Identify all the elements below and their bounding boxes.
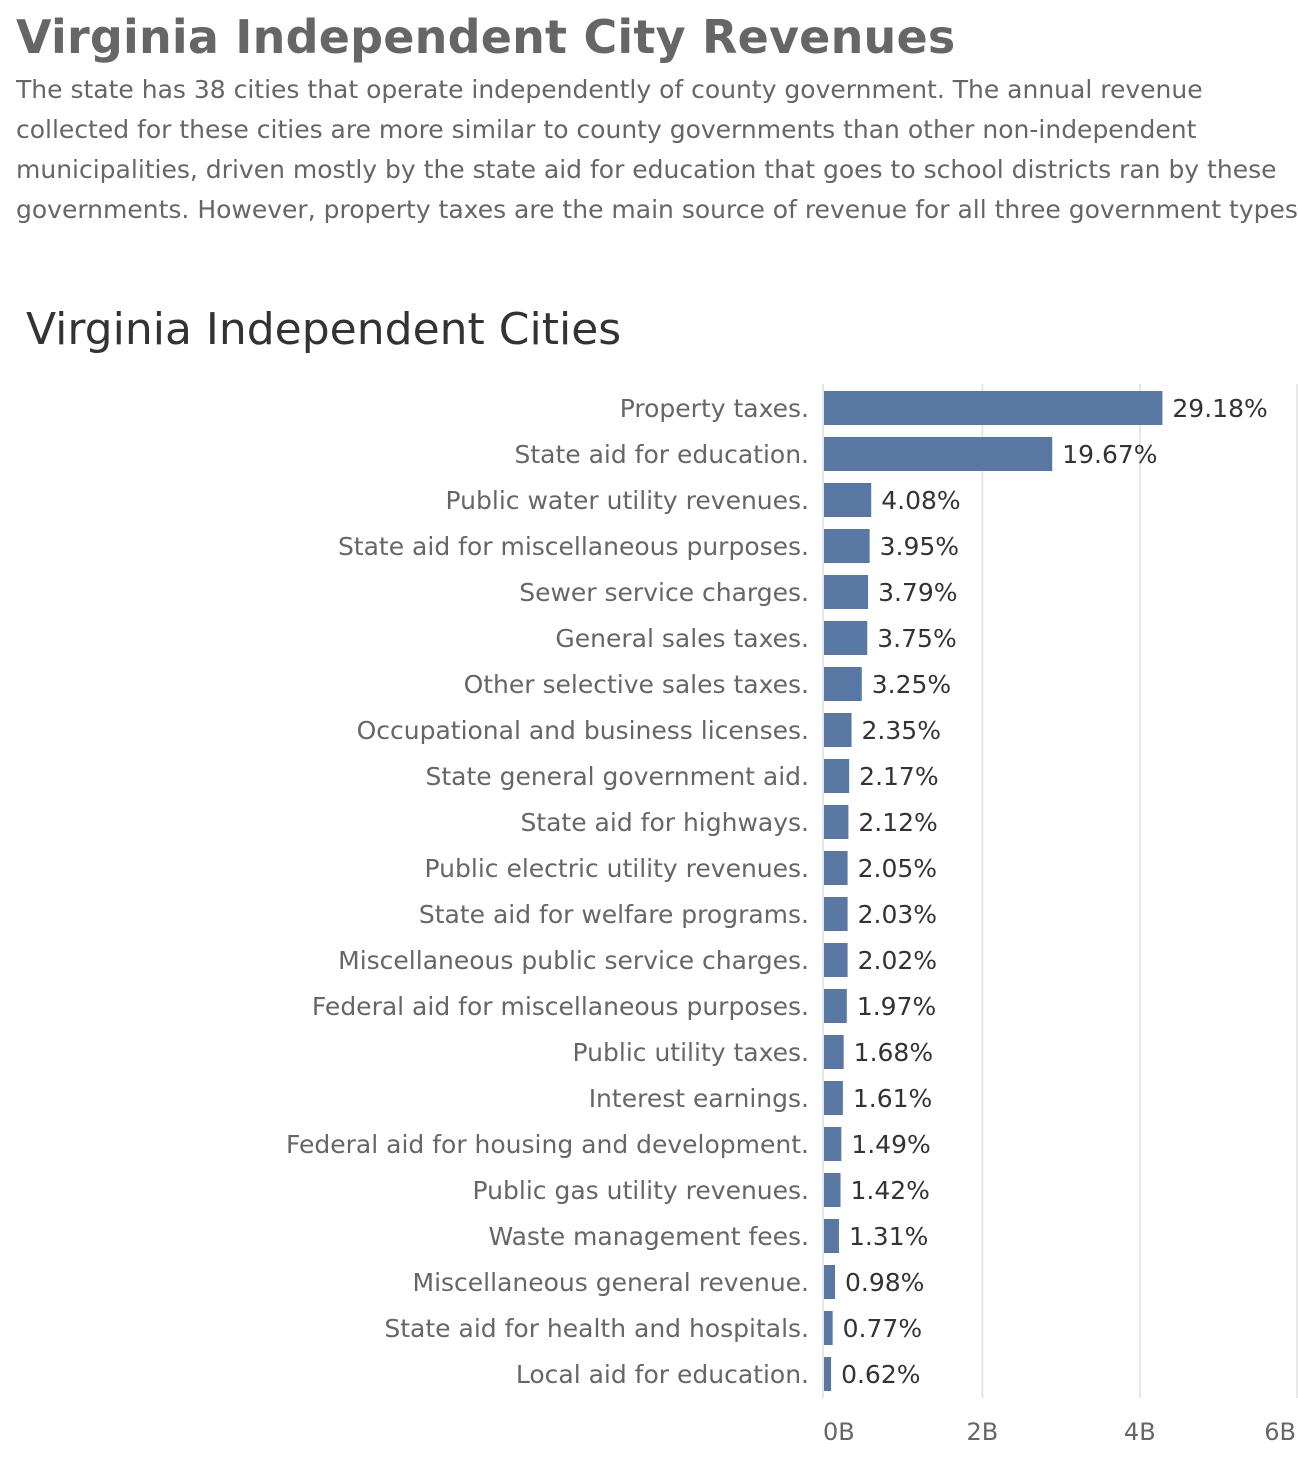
data-label: 3.79% (878, 578, 957, 607)
data-label: 2.03% (858, 900, 937, 929)
bar[interactable] (824, 529, 870, 563)
data-label: 2.02% (858, 946, 937, 975)
category-label: Federal aid for housing and development. (286, 1130, 809, 1159)
bar[interactable] (824, 713, 852, 747)
category-label: Local aid for education. (516, 1360, 809, 1389)
data-label: 1.68% (854, 1038, 933, 1067)
category-label: State aid for welfare programs. (419, 900, 809, 929)
data-label: 4.08% (881, 486, 960, 515)
bar[interactable] (824, 437, 1053, 471)
bars (824, 391, 1163, 1391)
chart-title: Virginia Independent Cities (26, 304, 622, 355)
data-label: 1.31% (849, 1222, 928, 1251)
data-label: 2.17% (859, 762, 938, 791)
data-label: 2.35% (862, 716, 941, 745)
data-label: 3.95% (880, 532, 959, 561)
bar[interactable] (824, 1219, 839, 1253)
data-label: 1.49% (851, 1130, 930, 1159)
data-label: 2.05% (858, 854, 937, 883)
page-description: The state has 38 cities that operate ind… (16, 70, 1298, 230)
bar[interactable] (824, 1357, 832, 1391)
description-line-4: governments. However, property taxes are… (16, 195, 1298, 224)
x-tick-label: 2B (967, 1418, 999, 1446)
bar[interactable] (824, 1035, 844, 1069)
data-label: 1.97% (857, 992, 936, 1021)
data-labels: 29.18% 19.67% 4.08% 3.95% 3.79% 3.75% 3.25% 2.3… (841, 394, 1268, 1389)
data-label: 3.75% (877, 624, 956, 653)
category-label: Waste management fees. (488, 1222, 809, 1251)
category-label: State aid for health and hospitals. (384, 1314, 809, 1343)
data-label: 3.25% (872, 670, 951, 699)
category-label: General sales taxes. (555, 624, 809, 653)
category-label: Federal aid for miscellaneous purposes. (312, 992, 809, 1021)
bar[interactable] (824, 989, 847, 1023)
category-label: Miscellaneous general revenue. (413, 1268, 809, 1297)
category-label: Sewer service charges. (519, 578, 809, 607)
x-axis-ticks: 0B 2B 4B 6B (823, 1418, 1296, 1446)
bar[interactable] (824, 621, 868, 655)
description-line-3: municipalities, driven mostly by the sta… (16, 155, 1277, 184)
category-label: Occupational and business licenses. (357, 716, 809, 745)
category-label: Public gas utility revenues. (473, 1176, 809, 1205)
data-label: 29.18% (1172, 394, 1267, 423)
bar[interactable] (824, 1265, 836, 1299)
bar[interactable] (824, 391, 1163, 425)
bar[interactable] (824, 1127, 842, 1161)
gridlines (822, 384, 1298, 1398)
bar[interactable] (824, 1173, 841, 1207)
data-label: 1.42% (851, 1176, 930, 1205)
category-label: State general government aid. (425, 762, 809, 791)
category-label: State aid for education. (514, 440, 809, 469)
x-tick-label: 0B (823, 1418, 855, 1446)
category-label: Public water utility revenues. (446, 486, 809, 515)
x-tick-label: 6B (1264, 1418, 1296, 1446)
data-label: 0.77% (843, 1314, 922, 1343)
data-label: 0.98% (845, 1268, 924, 1297)
category-label: State aid for highways. (520, 808, 809, 837)
bar[interactable] (824, 575, 869, 609)
category-label: Other selective sales taxes. (464, 670, 809, 699)
bar[interactable] (824, 759, 850, 793)
bar[interactable] (824, 851, 848, 885)
bar[interactable] (824, 805, 849, 839)
category-label: Public utility taxes. (573, 1038, 809, 1067)
category-label: Miscellaneous public service charges. (338, 946, 809, 975)
data-label: 0.62% (841, 1360, 920, 1389)
bar[interactable] (824, 667, 862, 701)
x-tick-label: 4B (1124, 1418, 1156, 1446)
bar[interactable] (824, 1081, 843, 1115)
description-line-2: collected for these cities are more simi… (16, 115, 1197, 144)
description-line-1: The state has 38 cities that operate ind… (16, 75, 1203, 104)
bar[interactable] (824, 1311, 833, 1345)
category-labels: Property taxes. State aid for education. P… (286, 394, 809, 1389)
data-label: 2.12% (858, 808, 937, 837)
page-title: Virginia Independent City Revenues (16, 10, 956, 64)
bar[interactable] (824, 943, 848, 977)
bar[interactable] (824, 483, 872, 517)
category-label: Property taxes. (620, 394, 809, 423)
category-label: State aid for miscellaneous purposes. (338, 532, 809, 561)
category-label: Public electric utility revenues. (425, 854, 809, 883)
data-label: 19.67% (1062, 440, 1157, 469)
data-label: 1.61% (853, 1084, 932, 1113)
bar[interactable] (824, 897, 848, 931)
category-label: Interest earnings. (589, 1084, 809, 1113)
